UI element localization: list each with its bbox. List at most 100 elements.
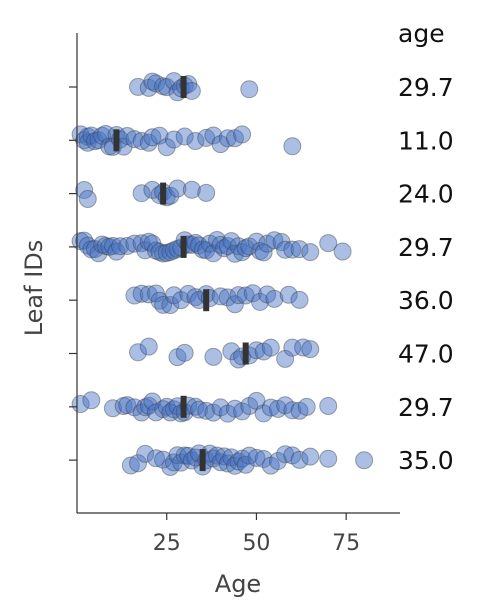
data-point — [211, 453, 230, 472]
data-point — [225, 295, 244, 314]
data-point — [100, 237, 119, 256]
data-point — [161, 403, 180, 422]
data-point — [240, 237, 259, 256]
data-point — [261, 456, 280, 475]
leaf-mean-marker — [180, 395, 187, 418]
data-point — [283, 137, 302, 156]
data-point — [193, 240, 212, 259]
data-point — [236, 239, 255, 258]
leaf-mean-marker — [160, 182, 167, 205]
data-point — [78, 133, 97, 152]
data-point — [265, 289, 284, 308]
data-point — [211, 135, 230, 154]
data-point — [132, 284, 151, 303]
leaf-mean-marker — [199, 449, 206, 472]
data-point — [197, 183, 216, 202]
data-point — [71, 395, 90, 414]
data-point — [161, 296, 180, 315]
data-point — [218, 237, 237, 256]
data-point — [85, 132, 104, 151]
data-point — [243, 284, 262, 303]
data-point — [175, 127, 194, 146]
data-point — [146, 449, 165, 468]
data-point — [240, 396, 259, 415]
data-point — [136, 444, 155, 463]
right-column-header: age — [398, 19, 445, 48]
data-point — [225, 129, 244, 148]
data-point — [154, 295, 173, 314]
data-point — [204, 403, 223, 422]
data-point — [139, 78, 158, 97]
data-point — [143, 392, 162, 411]
data-point — [222, 448, 241, 467]
data-point — [283, 401, 302, 420]
data-point — [146, 74, 165, 93]
data-point — [319, 397, 338, 416]
data-point — [161, 457, 180, 476]
data-point — [103, 237, 122, 256]
data-point — [233, 402, 252, 421]
data-point — [204, 347, 223, 366]
data-point — [154, 450, 173, 469]
data-point — [168, 446, 187, 465]
data-point — [161, 242, 180, 261]
leaf-mean-marker — [203, 289, 210, 312]
data-point — [233, 125, 252, 144]
data-point — [225, 399, 244, 418]
data-point — [132, 132, 151, 151]
axes: 25 50 75 — [69, 33, 400, 556]
data-point — [78, 127, 97, 146]
data-point — [132, 184, 151, 203]
data-point — [154, 77, 173, 96]
y-axis-title: Leaf IDs — [20, 240, 48, 337]
data-point — [182, 180, 201, 199]
x-axis-title: Age — [215, 570, 261, 598]
data-point — [247, 448, 266, 467]
data-point — [276, 445, 295, 464]
data-point — [204, 126, 223, 145]
data-point — [89, 131, 108, 150]
data-point — [290, 240, 309, 259]
leaf-mean-marker — [180, 235, 187, 258]
data-point — [261, 338, 280, 357]
data-point — [190, 400, 209, 419]
data-point — [283, 446, 302, 465]
data-point — [258, 234, 277, 253]
data-point — [139, 396, 158, 415]
data-point — [186, 397, 205, 416]
data-point — [247, 391, 266, 410]
data-point — [283, 240, 302, 259]
data-point — [154, 244, 173, 263]
data-point — [258, 285, 277, 304]
data-point — [157, 243, 176, 262]
leaf-value-label: 29.7 — [398, 233, 454, 262]
data-point — [272, 233, 291, 252]
data-point — [71, 125, 90, 144]
data-point — [197, 401, 216, 420]
data-point — [236, 286, 255, 305]
data-point — [146, 284, 165, 303]
data-point — [139, 285, 158, 304]
data-point — [93, 235, 112, 254]
data-point — [247, 232, 266, 251]
leaf-value-label: 29.7 — [398, 393, 454, 422]
data-point — [301, 340, 320, 359]
data-point — [200, 234, 219, 253]
data-point — [85, 239, 104, 258]
data-point — [150, 242, 169, 261]
data-point — [297, 397, 316, 416]
data-point — [96, 237, 115, 256]
data-point — [333, 242, 352, 261]
data-point — [150, 126, 169, 145]
data-point — [125, 398, 144, 417]
leaf-value-label: 47.0 — [398, 340, 454, 369]
data-point — [290, 401, 309, 420]
data-point — [276, 349, 295, 368]
labels: Age Leaf IDs age 29.7 11.0 24.0 29.7 36.0 47.… — [20, 19, 454, 598]
data-point — [71, 232, 90, 251]
data-point — [268, 399, 287, 418]
data-point — [204, 244, 223, 263]
data-point — [319, 449, 338, 468]
leaf-value-label: 36.0 — [398, 286, 454, 315]
data-point — [129, 77, 148, 96]
